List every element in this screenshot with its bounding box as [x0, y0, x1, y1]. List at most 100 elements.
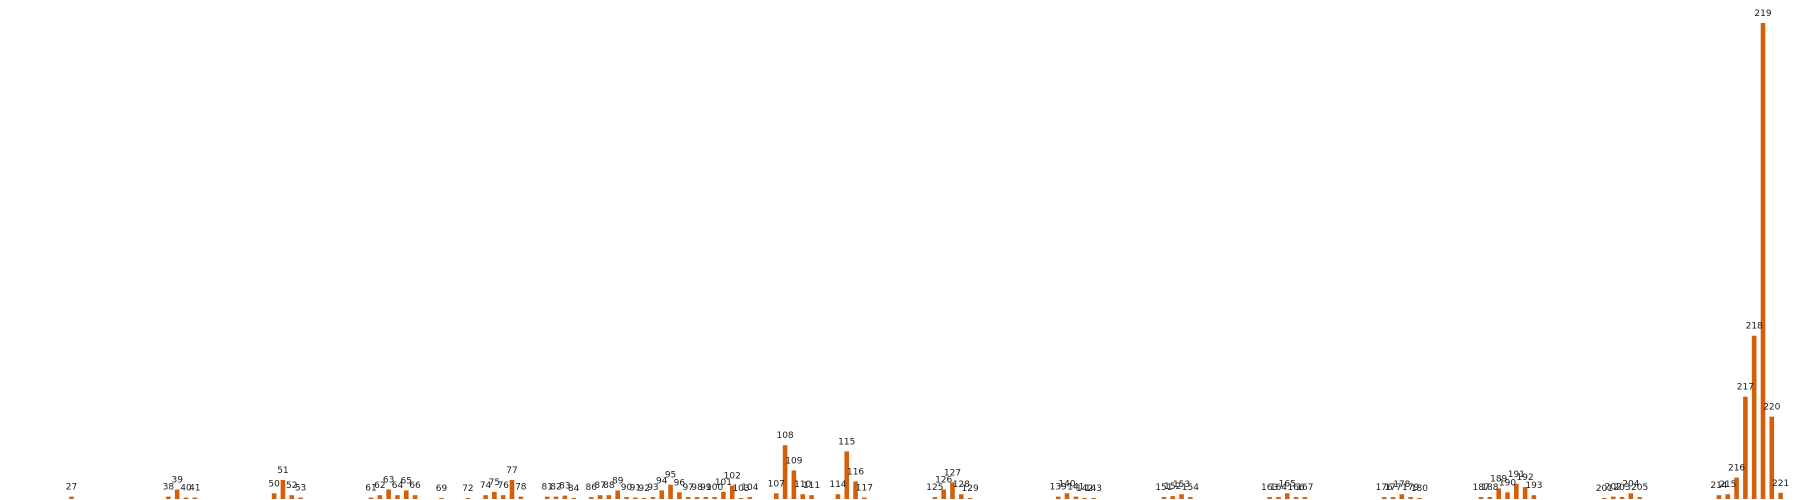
bar-188	[1487, 497, 1493, 499]
bar-label-83: 83	[559, 482, 570, 492]
bar-191	[1514, 483, 1519, 499]
bar-93	[650, 497, 656, 499]
bar-84	[571, 498, 576, 499]
bar-91	[633, 497, 638, 499]
bar-label-90: 90	[621, 483, 633, 493]
bar-label-75: 75	[489, 478, 500, 488]
bar-116	[853, 481, 858, 499]
bar-label-27: 27	[66, 483, 77, 493]
bar-88	[606, 495, 612, 499]
bar-label-116: 116	[847, 467, 864, 477]
bar-label-114: 114	[829, 480, 846, 490]
bar-62	[377, 495, 383, 499]
bar-189	[1496, 488, 1501, 499]
bar-204	[1628, 493, 1634, 499]
bar-label-191: 191	[1508, 470, 1525, 480]
bar-label-192: 192	[1517, 473, 1534, 483]
bar-153	[1179, 494, 1184, 499]
bar-label-92: 92	[638, 484, 649, 494]
bar-63	[386, 489, 391, 499]
bar-201	[1602, 498, 1607, 499]
bar-180	[1417, 498, 1422, 499]
bar-95	[668, 484, 673, 499]
bar-177	[1390, 497, 1396, 499]
bar-64	[395, 495, 400, 499]
bar-label-62: 62	[374, 481, 385, 491]
bar-202	[1610, 496, 1616, 499]
bar-129	[967, 498, 973, 499]
bar-219	[1760, 23, 1766, 499]
bar-label-141: 141	[1067, 483, 1084, 493]
bar-label-40: 40	[180, 484, 192, 494]
bar-38	[166, 496, 171, 499]
bar-label-177: 177	[1384, 483, 1401, 493]
bar-117	[862, 497, 867, 499]
bar-77	[509, 479, 515, 499]
bar-label-69: 69	[436, 484, 448, 494]
bar-115	[844, 451, 850, 499]
bar-221	[1778, 492, 1783, 499]
bar-152	[1170, 496, 1176, 499]
bar-label-190: 190	[1499, 478, 1516, 488]
bar-107	[773, 493, 779, 499]
bars-layer	[69, 23, 1783, 499]
bar-label-63: 63	[383, 475, 394, 485]
bar-98	[694, 497, 700, 499]
bar-label-91: 91	[630, 484, 641, 494]
bar-141	[1073, 496, 1079, 499]
bar-label-221: 221	[1772, 479, 1789, 489]
bar-51	[280, 479, 286, 499]
bar-label-101: 101	[715, 478, 732, 488]
bar-label-117: 117	[856, 484, 873, 494]
bar-label-188: 188	[1481, 483, 1498, 493]
bar-label-87: 87	[594, 481, 605, 491]
bar-61	[368, 497, 374, 499]
bar-193	[1531, 495, 1537, 499]
bar-label-129: 129	[962, 484, 979, 494]
bar-label-128: 128	[953, 480, 970, 490]
bar-label-77: 77	[506, 466, 517, 476]
bar-label-98: 98	[691, 483, 703, 493]
bar-111	[809, 495, 814, 499]
bar-label-167: 167	[1296, 483, 1313, 493]
bar-143	[1091, 498, 1096, 499]
bar-52	[289, 495, 295, 499]
bar-label-84: 84	[568, 484, 580, 494]
bar-label-166: 166	[1287, 483, 1304, 493]
bar-205	[1637, 497, 1642, 499]
bar-label-97: 97	[682, 483, 693, 493]
bar-87	[597, 495, 603, 499]
bar-label-203: 203	[1613, 483, 1630, 493]
bar-99	[703, 497, 709, 499]
bar-90	[624, 497, 629, 499]
bar-label-205: 205	[1631, 483, 1648, 493]
bar-label-140: 140	[1058, 479, 1075, 489]
bar-167	[1302, 497, 1308, 499]
bar-label-94: 94	[656, 476, 668, 486]
bar-104	[747, 497, 753, 499]
bar-215	[1725, 494, 1731, 499]
bar-74	[483, 495, 488, 499]
bar-50	[271, 493, 277, 499]
bar-92	[641, 498, 647, 499]
bar-label-126: 126	[935, 475, 952, 485]
bar-100	[712, 497, 717, 499]
bar-label-108: 108	[776, 431, 793, 441]
bar-179	[1408, 497, 1413, 499]
bar-72	[465, 498, 471, 499]
bar-label-65: 65	[401, 476, 412, 486]
bar-82	[553, 496, 559, 499]
bar-label-95: 95	[665, 471, 676, 481]
bar-label-66: 66	[409, 481, 421, 491]
bar-89	[615, 490, 620, 499]
bar-label-218: 218	[1746, 322, 1763, 332]
bar-label-74: 74	[480, 481, 492, 491]
bar-label-115: 115	[838, 437, 855, 447]
bar-label-142: 142	[1076, 484, 1093, 494]
bar-label-151: 151	[1155, 483, 1172, 493]
bar-label-179: 179	[1402, 483, 1419, 493]
bar-label-99: 99	[700, 483, 712, 493]
bar-label-52: 52	[286, 481, 297, 491]
